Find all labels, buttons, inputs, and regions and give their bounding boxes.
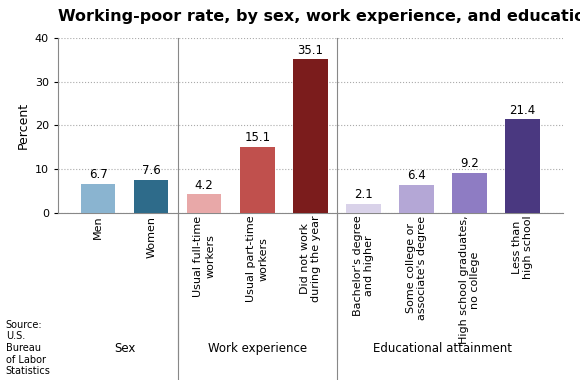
Bar: [505, 119, 539, 213]
Text: 4.2: 4.2: [195, 179, 213, 192]
Text: 6.7: 6.7: [89, 168, 107, 181]
Text: 21.4: 21.4: [509, 104, 535, 117]
Bar: [240, 147, 274, 213]
Text: 15.1: 15.1: [244, 131, 270, 144]
Text: 7.6: 7.6: [142, 164, 161, 177]
Bar: [81, 184, 115, 213]
Text: Source:
U.S.
Bureau
of Labor
Statistics: Source: U.S. Bureau of Labor Statistics: [6, 320, 50, 376]
Bar: [346, 204, 380, 213]
Bar: [293, 59, 328, 213]
Bar: [187, 195, 222, 213]
Bar: [134, 180, 168, 213]
Text: 6.4: 6.4: [407, 169, 426, 182]
Text: Working-poor rate, by sex, work experience, and educational attainment, 2010: Working-poor rate, by sex, work experien…: [58, 10, 580, 24]
Text: 2.1: 2.1: [354, 188, 373, 201]
Text: Educational attainment: Educational attainment: [374, 342, 512, 355]
Bar: [452, 173, 487, 213]
Text: 35.1: 35.1: [298, 44, 323, 57]
Text: Sex: Sex: [114, 342, 135, 355]
Text: 9.2: 9.2: [460, 157, 478, 170]
Bar: [399, 185, 434, 213]
Y-axis label: Percent: Percent: [16, 102, 30, 149]
Text: Work experience: Work experience: [208, 342, 307, 355]
